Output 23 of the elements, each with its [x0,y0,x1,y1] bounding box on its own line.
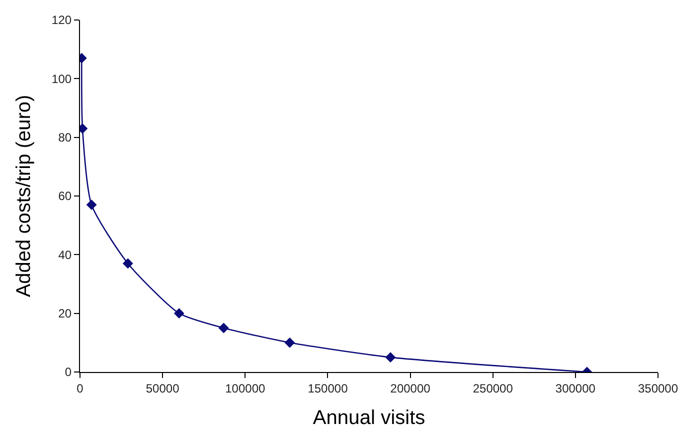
point [122,258,134,269]
y-tick-label: 120 [52,13,72,28]
point [174,308,184,319]
y-axis-title: Added costs/trip (euro) [13,94,36,298]
point [86,200,97,210]
x-tick-label: 300000 [555,381,596,396]
y-tick-label: 0 [64,365,72,380]
x-tick-label: 250000 [472,381,514,396]
x-tick-label: 0 [76,381,84,396]
x-tick-label: 100000 [225,381,266,396]
x-tick-label: 200000 [390,381,431,396]
x-tick-label: 350000 [638,381,678,396]
x-tick-label: 150000 [308,381,348,396]
y-tick-label: 80 [58,130,72,145]
x-tick-label: 50000 [146,381,180,396]
point [284,337,295,348]
y-tick-label: 60 [58,189,72,204]
point [218,322,229,334]
y-tick-label: 100 [52,72,72,86]
y-tick-label: 40 [58,248,72,262]
y-tick-label: 20 [58,306,72,321]
point [385,352,396,363]
x-axis-title: Annual visits [312,406,426,429]
